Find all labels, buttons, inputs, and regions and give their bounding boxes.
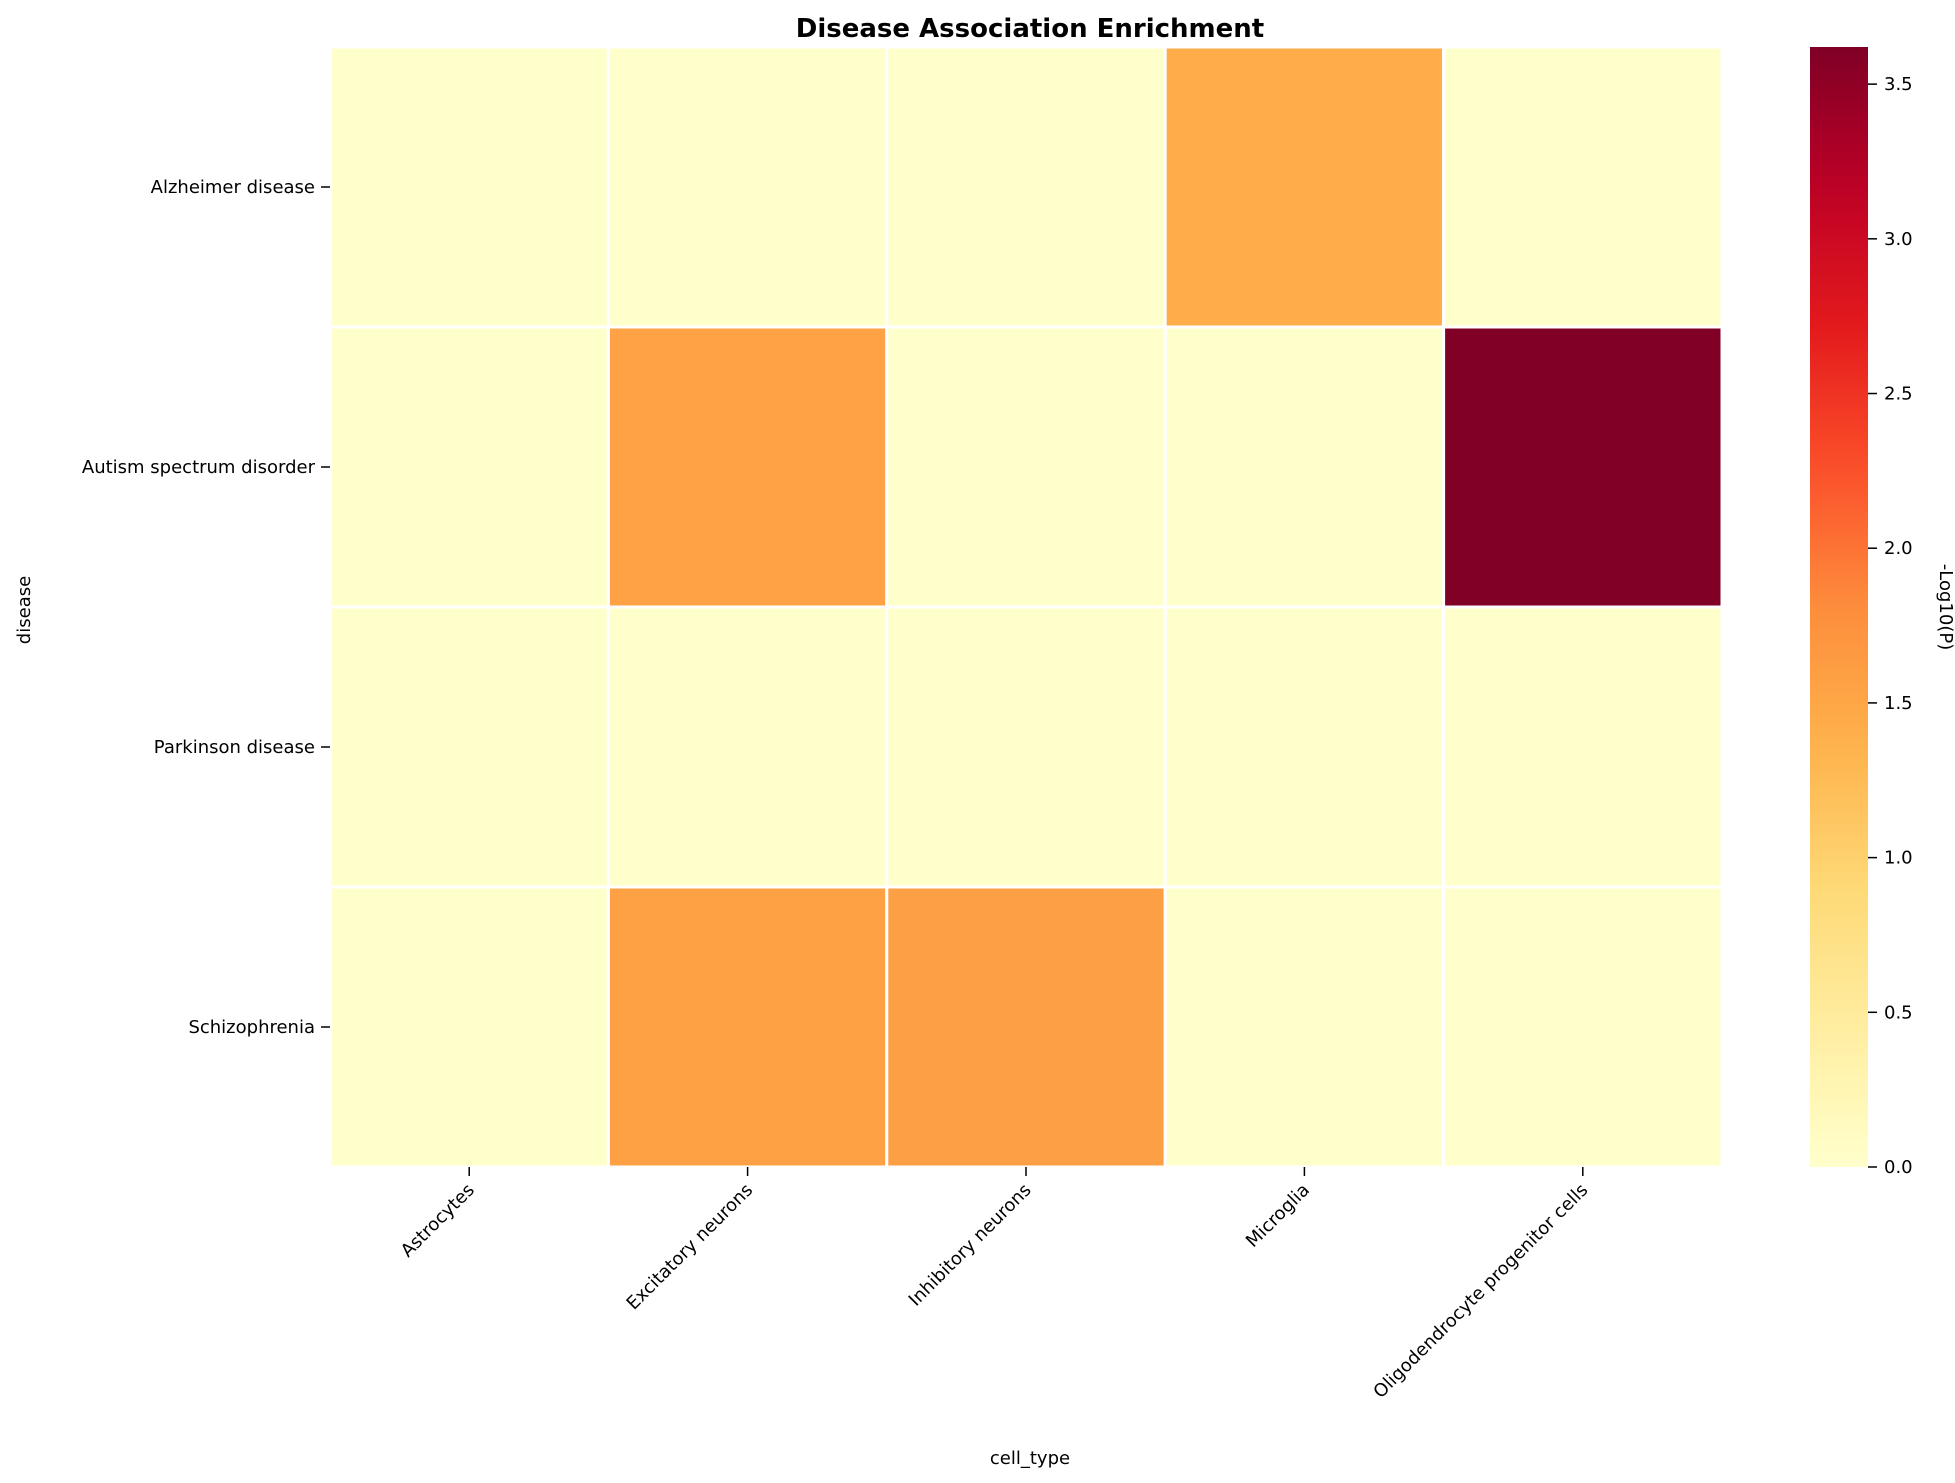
- heatmap-cell: [1163, 885, 1446, 1169]
- colorbar-ticks: 0.0 0.5 1.0 1.5 2.0 2.5 3.0 3.5: [1868, 74, 1913, 1178]
- heatmap-cell: [328, 325, 610, 609]
- x-tick-label: Excitatory neurons: [623, 1180, 758, 1315]
- colorbar: [1810, 47, 1868, 1167]
- x-tick-label: Inhibitory neurons: [905, 1180, 1036, 1311]
- x-axis-label: cell_type: [990, 1448, 1070, 1469]
- heatmap-cell: [606, 885, 889, 1169]
- heatmap-cell: [885, 605, 1167, 889]
- x-tick-label: Microglia: [1242, 1180, 1314, 1252]
- heatmap-cell: [606, 605, 889, 889]
- y-tick-label: Parkinson disease: [154, 737, 315, 758]
- colorbar-tick-label: 2.0: [1884, 538, 1913, 559]
- heatmap-cell: [1442, 45, 1724, 329]
- colorbar-tick-label: 0.0: [1884, 1157, 1913, 1178]
- colorbar-tick-label: 2.5: [1884, 384, 1913, 405]
- x-tick-label: Oligodendrocyte progenitor cells: [1369, 1180, 1592, 1403]
- colorbar-label: -Log10(P): [1935, 564, 1955, 650]
- colorbar-tick-label: 1.0: [1884, 848, 1913, 869]
- y-axis-label: disease: [14, 576, 35, 644]
- heatmap-cell: [328, 45, 610, 329]
- heatmap-cell: [606, 45, 889, 329]
- y-tick-label: Schizophrenia: [188, 1017, 315, 1038]
- heatmap-cell: [1442, 325, 1724, 609]
- heatmap-cell: [606, 325, 889, 609]
- heatmap-cells: [328, 45, 1724, 1169]
- colorbar-tick-label: 3.0: [1884, 229, 1913, 250]
- heatmap-cell: [885, 325, 1167, 609]
- heatmap-cell: [885, 885, 1167, 1169]
- colorbar-tick-label: 0.5: [1884, 1002, 1913, 1023]
- y-tick-label: Autism spectrum disorder: [82, 457, 316, 478]
- heatmap-cell: [885, 45, 1167, 329]
- colorbar-tick-label: 1.5: [1884, 693, 1913, 714]
- heatmap-cell: [328, 885, 610, 1169]
- heatmap-cell: [328, 605, 610, 889]
- heatmap-cell: [1163, 605, 1446, 889]
- heatmap-cell: [1442, 885, 1724, 1169]
- y-axis-ticks: Alzheimer disease Autism spectrum disorde…: [82, 177, 330, 1038]
- x-tick-label: Astrocytes: [397, 1180, 479, 1262]
- chart-title: Disease Association Enrichment: [796, 14, 1264, 44]
- x-axis-ticks: Astrocytes Excitatory neurons Inhibitory n…: [397, 1167, 1592, 1403]
- heatmap-cell: [1163, 325, 1446, 609]
- heatmap-cell: [1442, 605, 1724, 889]
- heatmap-cell: [1163, 45, 1446, 329]
- colorbar-tick-label: 3.5: [1884, 74, 1913, 95]
- y-tick-label: Alzheimer disease: [151, 177, 315, 198]
